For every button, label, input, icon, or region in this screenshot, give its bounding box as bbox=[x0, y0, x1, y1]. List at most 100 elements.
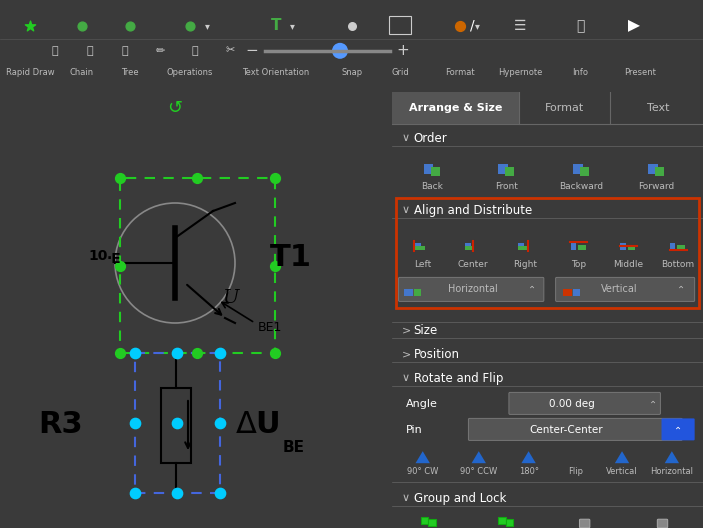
Bar bbox=[135, 353, 220, 493]
FancyBboxPatch shape bbox=[468, 418, 682, 440]
FancyBboxPatch shape bbox=[399, 277, 544, 301]
Text: Info: Info bbox=[572, 68, 588, 77]
Bar bbox=[573, 289, 580, 296]
Text: Format: Format bbox=[545, 103, 584, 114]
FancyBboxPatch shape bbox=[662, 418, 695, 440]
Text: ∨: ∨ bbox=[401, 134, 410, 144]
Text: T1: T1 bbox=[270, 243, 312, 272]
Polygon shape bbox=[522, 451, 536, 463]
Text: Vertical: Vertical bbox=[600, 285, 637, 295]
Text: Horizontal: Horizontal bbox=[650, 467, 693, 476]
Text: Grid: Grid bbox=[391, 68, 409, 77]
Text: 10: 10 bbox=[88, 249, 108, 263]
Text: Front: Front bbox=[496, 182, 518, 191]
Point bbox=[192, 174, 203, 182]
Text: 🖌: 🖌 bbox=[192, 46, 198, 56]
Text: Hypernote: Hypernote bbox=[498, 68, 542, 77]
Polygon shape bbox=[415, 451, 430, 463]
Text: ⌃: ⌃ bbox=[649, 399, 657, 409]
Text: R3: R3 bbox=[38, 410, 83, 439]
Text: Center: Center bbox=[457, 260, 488, 269]
Text: 180°: 180° bbox=[519, 467, 538, 476]
Bar bbox=[498, 517, 505, 524]
Text: ▾: ▾ bbox=[290, 21, 295, 31]
Text: Center-Center: Center-Center bbox=[529, 426, 602, 436]
Text: Align and Distribute: Align and Distribute bbox=[413, 204, 532, 217]
Bar bbox=[465, 242, 471, 247]
Bar bbox=[517, 246, 527, 250]
Text: Right: Right bbox=[513, 260, 538, 269]
Text: ⌃: ⌃ bbox=[677, 285, 685, 295]
Text: Pin: Pin bbox=[406, 426, 423, 436]
Text: ✂: ✂ bbox=[226, 46, 235, 56]
Text: 🔍: 🔍 bbox=[52, 46, 58, 56]
Point bbox=[129, 349, 141, 357]
Text: ▾: ▾ bbox=[475, 21, 480, 31]
Bar bbox=[628, 245, 636, 250]
Text: 🖐: 🖐 bbox=[86, 46, 93, 56]
Bar bbox=[415, 246, 425, 250]
Point bbox=[129, 419, 141, 427]
Bar bbox=[571, 242, 576, 250]
Text: Snap: Snap bbox=[342, 68, 363, 77]
Bar bbox=[621, 242, 626, 250]
Bar bbox=[655, 167, 664, 176]
Bar bbox=[505, 167, 515, 176]
Bar bbox=[578, 245, 586, 250]
Text: 90° CCW: 90° CCW bbox=[460, 467, 498, 476]
Bar bbox=[670, 242, 676, 250]
Text: >: > bbox=[401, 350, 411, 360]
Bar bbox=[505, 519, 513, 525]
Bar bbox=[563, 289, 572, 296]
Text: Back: Back bbox=[421, 182, 443, 191]
Text: Group and Lock: Group and Lock bbox=[413, 492, 506, 505]
Point bbox=[129, 489, 141, 497]
Bar bbox=[415, 242, 421, 247]
Text: Middle: Middle bbox=[613, 260, 643, 269]
Text: ✏: ✏ bbox=[155, 46, 165, 56]
Bar bbox=[431, 167, 440, 176]
Text: Text Orientation: Text Orientation bbox=[243, 68, 309, 77]
Bar bbox=[396, 199, 699, 308]
Text: Flip: Flip bbox=[568, 467, 583, 476]
Text: T: T bbox=[271, 18, 281, 33]
Text: Backward: Backward bbox=[560, 182, 604, 191]
Text: ▾: ▾ bbox=[205, 21, 210, 31]
Text: −: − bbox=[245, 43, 259, 58]
Circle shape bbox=[332, 43, 348, 59]
Bar bbox=[161, 388, 191, 463]
Text: 0.00 deg: 0.00 deg bbox=[549, 399, 595, 409]
Bar bbox=[648, 164, 658, 174]
Text: ⓘ: ⓘ bbox=[576, 19, 584, 33]
Text: 👤: 👤 bbox=[122, 46, 129, 56]
Text: BE: BE bbox=[283, 440, 305, 455]
Point bbox=[269, 261, 280, 270]
FancyBboxPatch shape bbox=[579, 519, 590, 528]
Bar bbox=[573, 164, 583, 174]
Polygon shape bbox=[628, 20, 640, 32]
Point bbox=[172, 489, 183, 497]
Bar bbox=[580, 167, 589, 176]
Bar bbox=[465, 246, 475, 250]
Text: ☰: ☰ bbox=[514, 19, 527, 33]
Point bbox=[269, 174, 280, 182]
Polygon shape bbox=[615, 451, 629, 463]
Text: ∨: ∨ bbox=[401, 373, 410, 383]
Point bbox=[25, 22, 36, 30]
Text: Top: Top bbox=[571, 260, 586, 269]
Bar bbox=[413, 289, 420, 296]
Point bbox=[184, 22, 195, 30]
Text: Bottom: Bottom bbox=[662, 260, 695, 269]
Text: 90° CW: 90° CW bbox=[407, 467, 439, 476]
Text: ∨: ∨ bbox=[401, 493, 410, 503]
Text: ⌃: ⌃ bbox=[528, 285, 536, 295]
Point bbox=[124, 22, 136, 30]
Text: Vertical: Vertical bbox=[606, 467, 638, 476]
Bar bbox=[120, 178, 275, 353]
Text: ∨: ∨ bbox=[401, 205, 410, 215]
FancyBboxPatch shape bbox=[657, 519, 668, 528]
Point bbox=[269, 349, 280, 357]
Point bbox=[454, 22, 465, 30]
Text: Order: Order bbox=[413, 132, 447, 145]
Bar bbox=[498, 164, 508, 174]
